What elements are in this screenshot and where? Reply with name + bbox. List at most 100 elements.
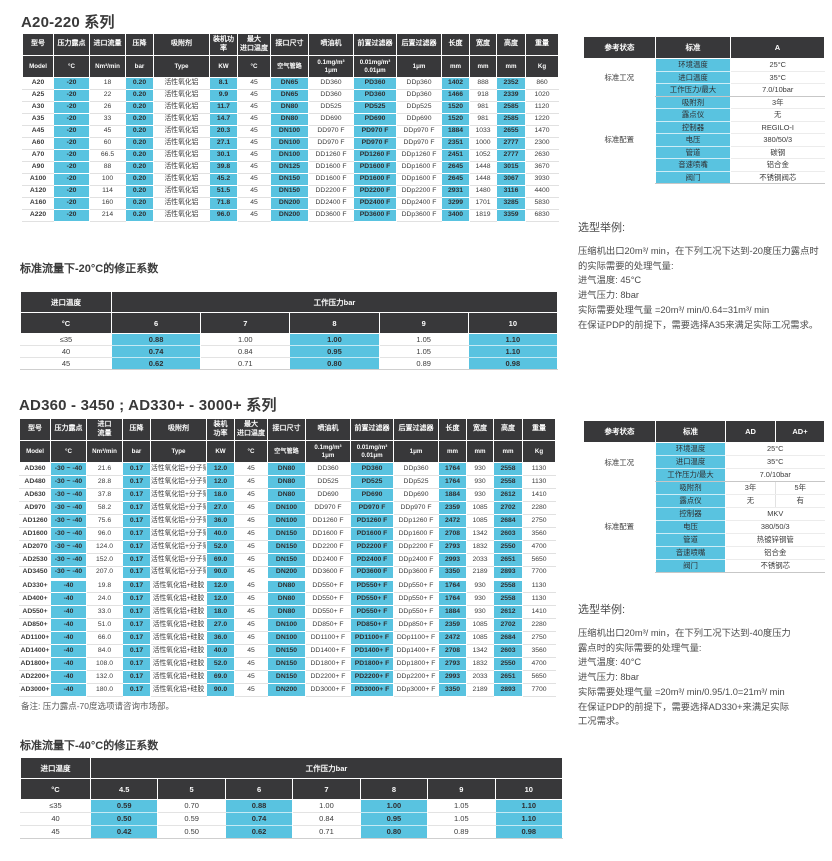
spec-column-subheader: mm xyxy=(466,440,494,463)
coefficient-cell: 0.74 xyxy=(224,812,294,826)
coefficient-cell: 1.05 xyxy=(378,333,469,346)
spec-table-row: A30 -20 26 0.20 活性氧化铝 11.7 45 DN80 DD525 PD525 DDp… xyxy=(22,101,559,114)
spec-column-header: 重量 xyxy=(522,418,556,441)
spec-cell: 2893 xyxy=(493,683,523,697)
spec-cell: DDp2200 F xyxy=(396,185,442,198)
spec-cell: 45 xyxy=(234,488,268,502)
spec-cell: 45 xyxy=(237,113,271,126)
reference-group-label: 标准配置 xyxy=(583,481,656,573)
spec-column-header: 最大 进口温度 xyxy=(234,418,268,441)
spec-table-row: A100 -20 100 0.20 活性氧化铝 45.2 45 DN150 DD1600 F PD… xyxy=(22,173,559,186)
spec-cell: 0.17 xyxy=(122,683,151,697)
spec-cell: 1764 xyxy=(438,578,467,593)
spec-cell: 2645 xyxy=(441,173,470,186)
coefficient-cell: 0.98 xyxy=(467,357,558,370)
spec-cell: DN200 xyxy=(267,683,306,697)
spec-cell: 2684 xyxy=(493,631,523,645)
spec-column-subheader: Model xyxy=(22,55,54,78)
spec-cell: DDp850+ F xyxy=(393,618,439,632)
spec-cell: DDp1800+ F xyxy=(393,657,439,671)
coefficient-cell: 0.84 xyxy=(200,345,291,358)
spec-cell: 活性氧化铝 xyxy=(153,173,210,186)
spec-cell: DD970 F xyxy=(305,501,351,515)
coefficient-cell: 0.59 xyxy=(157,812,226,826)
spec-column-subheader: Nm³/min xyxy=(86,440,123,463)
example-line: 实际需要处理气量 =20m³/ min/0.64=31m³/ min xyxy=(578,304,770,315)
spec-cell: DD1600 F xyxy=(308,161,354,174)
spec-cell: 活性氧化铝 xyxy=(153,113,210,126)
spec-cell: 1520 xyxy=(441,113,470,126)
spec-cell: 4700 xyxy=(522,540,556,554)
spec-cell: 114 xyxy=(89,185,126,198)
spec-cell: DN100 xyxy=(270,125,309,138)
spec-cell: PD2200 F xyxy=(350,540,394,554)
spec-table-row: AD2530 -30 ~ -40 152.0 0.17 活性氧化铝+分子筛 69.0 45 D… xyxy=(19,553,556,567)
spec-cell: 5650 xyxy=(522,670,556,684)
spec-cell: 45 xyxy=(237,149,271,162)
reference-value: 不锈钢芯 xyxy=(725,559,825,573)
spec-cell: 24.0 xyxy=(86,592,123,606)
selection-example-text: 压缩机出口20m³/ min，在下列工况下达到-40度压力 露点时的实际需要的处理… xyxy=(578,626,832,729)
spec-cell: 27.1 xyxy=(209,137,238,150)
spec-cell: -20 xyxy=(53,173,90,186)
spec-cell: 22 xyxy=(89,89,126,102)
spec-cell: 930 xyxy=(466,578,494,593)
ad-series-spec-table: 型号 压力露点 进口 流量 压降 吸附剂 装机 功率 最大 进口温度 接口尺寸 喷油机 前置过滤器… xyxy=(19,418,556,697)
spec-cell: 71.8 xyxy=(209,197,238,210)
temperature-cell: 40 xyxy=(20,345,112,358)
spec-cell: DDp360 xyxy=(396,89,442,102)
spec-cell: 0.17 xyxy=(122,566,151,580)
spec-cell: 4700 xyxy=(522,657,556,671)
model-cell: AD360 xyxy=(19,462,51,476)
model-cell: A220 xyxy=(22,209,54,222)
spec-cell: 2189 xyxy=(466,566,494,580)
spec-cell: 活性氧化铝 xyxy=(153,101,210,114)
spec-table-row: AD3450 -30 ~ -40 207.0 0.17 活性氧化铝+分子筛 90.0 45 D… xyxy=(19,566,556,580)
spec-cell: 0.17 xyxy=(122,657,151,671)
spec-cell: 51.0 xyxy=(86,618,123,632)
spec-cell: DN80 xyxy=(267,605,306,619)
spec-cell: 活性氧化铝 xyxy=(153,149,210,162)
coefficient-cell: 0.62 xyxy=(224,825,294,839)
reference-item-label: 控制器 xyxy=(655,507,726,521)
spec-cell: DN200 xyxy=(270,197,309,210)
spec-cell: 2472 xyxy=(438,514,467,528)
spec-cell: DD1600 F xyxy=(308,173,354,186)
model-cell: AD550+ xyxy=(19,605,51,619)
spec-cell: 2352 xyxy=(496,77,526,90)
reference-item-label: 电压 xyxy=(655,520,726,534)
spec-cell: 活性氧化铝+分子筛 xyxy=(150,475,207,489)
reference-table-row: 控制器 MKV xyxy=(584,507,825,521)
coefficient-cell: 0.84 xyxy=(292,812,361,826)
spec-cell: DN80 xyxy=(270,101,309,114)
spec-cell: DD2400 F xyxy=(308,197,354,210)
reference-table-row: 工作压力/最大 7.0/10bar xyxy=(584,468,825,482)
temperature-cell: ≤35 xyxy=(20,799,91,813)
coefficient-cell: 1.05 xyxy=(427,799,496,813)
spec-cell: 132.0 xyxy=(86,670,123,684)
spec-table-row: A90 -20 88 0.20 活性氧化铝 39.8 45 DN125 DD1600 F PD16… xyxy=(22,161,559,174)
spec-column-header: 长度 xyxy=(438,418,467,441)
spec-column-header: 接口尺寸 xyxy=(270,33,309,56)
model-cell: A45 xyxy=(22,125,54,138)
spec-cell: 0.17 xyxy=(122,488,151,502)
selection-example-title: 选型举例: xyxy=(578,222,626,234)
spec-cell: 45 xyxy=(234,540,268,554)
spec-table-row: AD330+ -40 19.8 0.17 活性氧化铝+硅胶 12.0 45 DN80 DD550… xyxy=(19,578,556,593)
spec-cell: -30 ~ -40 xyxy=(50,566,87,580)
pressure-column-header: 8 xyxy=(289,312,380,334)
spec-cell: 2339 xyxy=(496,89,526,102)
spec-cell: 0.20 xyxy=(125,89,154,102)
spec-cell: 活性氧化铝+分子筛 xyxy=(150,566,207,580)
spec-cell: 1448 xyxy=(469,161,497,174)
spec-cell: 2893 xyxy=(493,566,523,580)
spec-cell: 930 xyxy=(466,605,494,619)
spec-column-subheader: Kg xyxy=(522,440,556,463)
example-line: 的实际需要的处理气量: xyxy=(578,260,674,271)
spec-cell: 0.17 xyxy=(122,578,151,593)
spec-cell: 0.20 xyxy=(125,125,154,138)
spec-cell: 2558 xyxy=(493,592,523,606)
spec-cell: 活性氧化铝+分子筛 xyxy=(150,488,207,502)
spec-column-header: 重量 xyxy=(525,33,559,56)
example-line: 进气压力: 8bar xyxy=(578,290,639,301)
